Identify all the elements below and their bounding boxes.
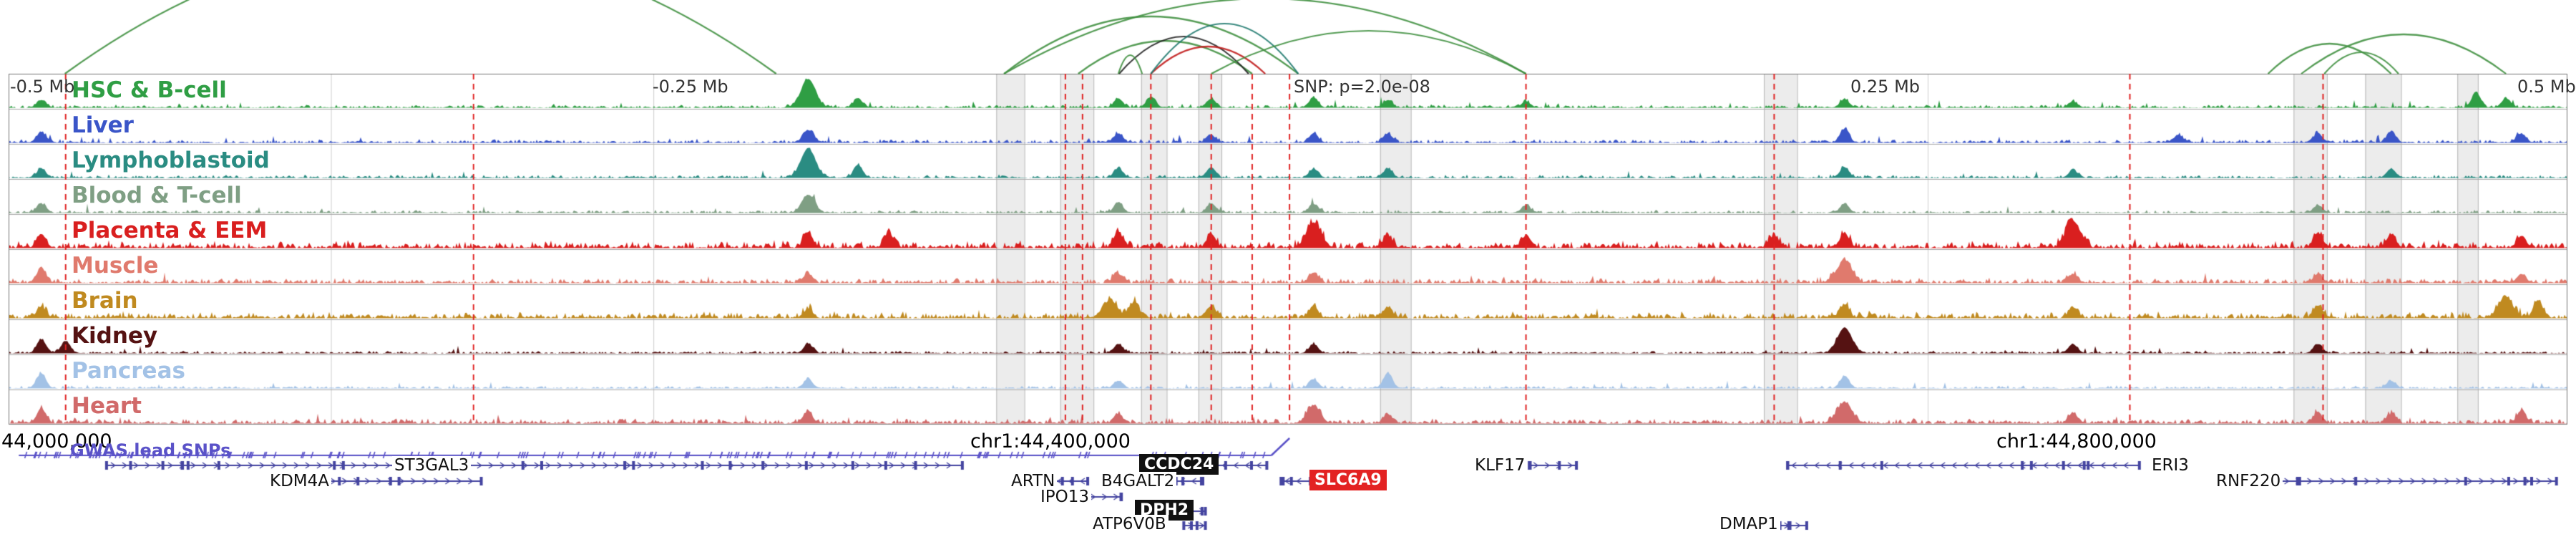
track-label-placenta-eem[interactable]: Placenta & EEM — [72, 218, 268, 243]
track-label-blood-t-cell[interactable]: Blood & T-cell — [72, 183, 242, 208]
gene-label-ccdc24[interactable]: CCDC24 — [1139, 454, 1219, 475]
snp-pvalue-label: SNP: p=2.0e-08 — [1294, 77, 1430, 97]
scale-label-minus-05mb: -0.5 Mb — [10, 77, 75, 97]
scale-label-plus-025mb: 0.25 Mb — [1850, 77, 1921, 97]
coordinate-right: chr1:44,800,000 — [1996, 430, 2157, 453]
track-label-kidney[interactable]: Kidney — [72, 323, 158, 349]
gene-label-dmap1[interactable]: DMAP1 — [1717, 515, 1780, 534]
track-label-brain[interactable]: Brain — [72, 288, 138, 314]
gene-label-rnf220[interactable]: RNF220 — [2214, 472, 2283, 491]
track-label-muscle[interactable]: Muscle — [72, 253, 159, 279]
gene-label-st3gal3[interactable]: ST3GAL3 — [392, 456, 472, 475]
track-label-liver[interactable]: Liver — [72, 112, 134, 138]
gwas-lead-snps-label[interactable]: GWAS lead SNPs — [70, 440, 231, 460]
gene-label-eri3[interactable]: ERI3 — [2150, 456, 2191, 475]
gene-label-b4galt2[interactable]: B4GALT2 — [1099, 472, 1177, 491]
scale-label-minus-025mb: -0.25 Mb — [653, 77, 728, 97]
gene-label-kdm4a[interactable]: KDM4A — [268, 472, 332, 491]
gene-label-ipo13[interactable]: IPO13 — [1038, 488, 1092, 507]
gene-label-klf17[interactable]: KLF17 — [1473, 456, 1528, 475]
coordinate-center: chr1:44,400,000 — [970, 430, 1131, 453]
track-label-hsc-b-cell[interactable]: HSC & B-cell — [72, 77, 227, 103]
track-label-pancreas[interactable]: Pancreas — [72, 358, 185, 384]
gene-label-atp6v0b[interactable]: ATP6V0B — [1091, 515, 1169, 534]
scale-label-plus-05mb: 0.5 Mb — [2517, 77, 2576, 97]
gene-label-slc6a9[interactable]: SLC6A9 — [1309, 470, 1387, 491]
coordinate-left: 44,000,000 — [1, 430, 112, 453]
track-label-lymphoblastoid[interactable]: Lymphoblastoid — [72, 147, 270, 173]
track-label-heart[interactable]: Heart — [72, 393, 142, 419]
